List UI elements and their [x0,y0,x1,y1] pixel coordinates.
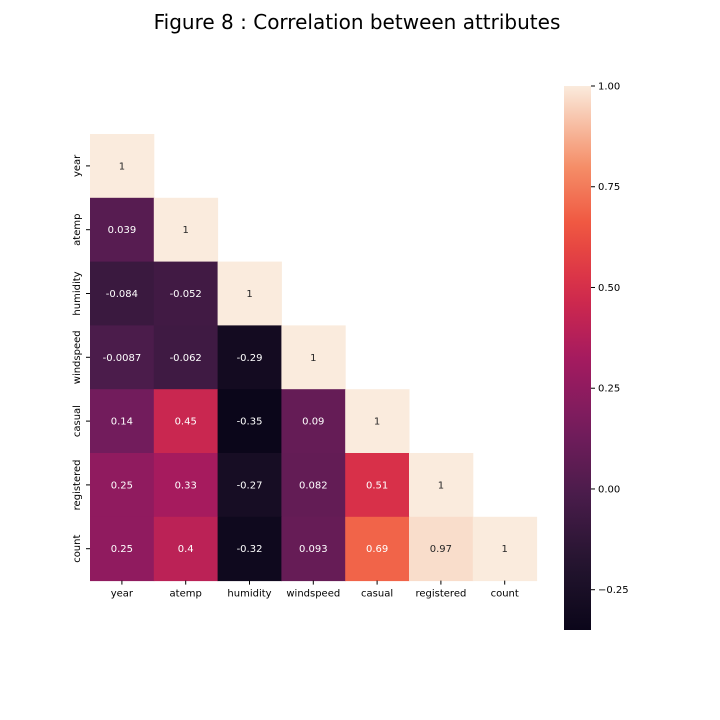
heatmap-cell-atemp-year [90,197,155,263]
x-tick-label: humidity [227,589,271,600]
heatmap-cell-casual-casual [345,389,410,454]
heatmap-value-label: -0.32 [237,544,263,555]
heatmap-cell-count-humidity [217,516,282,582]
heatmap-value-label: 0.25 [111,544,133,555]
heatmap-cell-humidity-atemp [153,261,219,326]
heatmap-value-label: -0.052 [170,289,202,300]
heatmap-value-label: -0.0087 [103,353,142,364]
heatmap-value-label: 0.25 [111,480,133,491]
heatmap-cell-casual-humidity [217,389,282,454]
heatmap-cell-windspeed-windspeed [281,325,346,390]
heatmap-value-label: 0.51 [366,480,388,491]
heatmap-value-label: 0.082 [299,480,328,491]
y-tick-label: atemp [72,214,83,246]
colorbar-tick-label: 0.00 [598,484,620,495]
heatmap-cell-windspeed-atemp [153,325,219,390]
x-tick-label: registered [415,589,466,600]
heatmap-value-label: 0.09 [302,417,324,428]
heatmap-cell-casual-year [90,389,155,454]
heatmap-value-label: 1 [438,480,444,491]
heatmap-cells [90,134,538,582]
colorbar-tick-label: 0.75 [598,182,620,193]
heatmap-cell-count-casual [345,516,410,582]
heatmap-value-label: 0.14 [111,417,133,428]
heatmap-value-label: 0.093 [299,544,328,555]
heatmap-cell-casual-windspeed [281,389,346,454]
heatmap-value-label: -0.35 [237,417,263,428]
heatmap-cell-windspeed-year [90,325,155,390]
heatmap-value-label: 0.69 [366,544,388,555]
heatmap-value-label: 0.97 [430,544,452,555]
chart-title: Figure 8 : Correlation between attribute… [154,10,561,34]
heatmap-cell-registered-casual [345,453,410,518]
y-tick-label: windspeed [72,330,83,384]
y-tick-label: humidity [72,271,83,315]
heatmap-cell-humidity-year [90,261,155,326]
heatmap-value-label: 1 [246,289,252,300]
heatmap-value-label: -0.27 [237,480,263,491]
heatmap-value-label: -0.084 [106,289,138,300]
heatmap-cell-count-year [90,516,155,582]
heatmap-cell-registered-windspeed [281,453,346,518]
heatmap-cell-count-registered [409,516,474,582]
colorbar-tick-label: −0.25 [598,585,629,596]
colorbar [564,86,591,630]
heatmap-cell-atemp-atemp [153,197,219,263]
heatmap-cell-windspeed-humidity [217,325,282,390]
heatmap-value-label: 1 [119,161,125,172]
x-tick-label: year [111,589,134,600]
heatmap-value-label: -0.29 [237,353,263,364]
heatmap-value-label: 1 [502,544,508,555]
y-tick-label: count [72,535,83,563]
heatmap-cell-registered-atemp [153,453,219,518]
heatmap-value-label: 0.45 [175,417,197,428]
heatmap-cell-year-year [90,134,155,199]
x-axis-ticks: year atemp humidity windspeed casual register… [111,580,519,600]
heatmap-value-label: 0.33 [175,480,197,491]
y-tick-label: year [72,154,83,177]
y-axis-ticks: year atemp humidity windspeed casual register… [72,154,90,563]
heatmap-cell-registered-humidity [217,453,282,518]
heatmap-value-label: 0.039 [108,225,137,236]
x-tick-label: count [491,589,519,600]
heatmap-cell-registered-year [90,453,155,518]
x-tick-label: casual [361,589,393,600]
colorbar-tick-label: 1.00 [598,82,620,93]
colorbar-tick-label: 0.50 [598,283,620,294]
heatmap-cell-casual-atemp [153,389,219,454]
heatmap-cell-humidity-humidity [217,261,282,326]
heatmap-value-labels: 1 0.039 1 -0.084 -0.052 1 -0.0087 -0.062 -0.29 1 0… [103,161,508,555]
y-tick-label: casual [72,405,83,437]
heatmap-value-label: 1 [183,225,189,236]
colorbar-ticks: 1.00 0.75 0.50 0.25 0.00 −0.25 [591,82,629,596]
y-tick-label: registered [72,459,83,510]
heatmap-cell-count-windspeed [281,516,346,582]
colorbar-tick-label: 0.25 [598,384,620,395]
heatmap-cell-count-atemp [153,516,219,582]
heatmap-value-label: 1 [374,417,380,428]
heatmap-cell-registered-registered [409,453,474,518]
x-tick-label: windspeed [286,589,340,600]
heatmap-value-label: 0.4 [178,544,194,555]
heatmap-value-label: 1 [310,353,316,364]
heatmap-value-label: -0.062 [170,353,202,364]
x-tick-label: atemp [170,589,202,600]
heatmap-cell-count-count [472,516,538,582]
